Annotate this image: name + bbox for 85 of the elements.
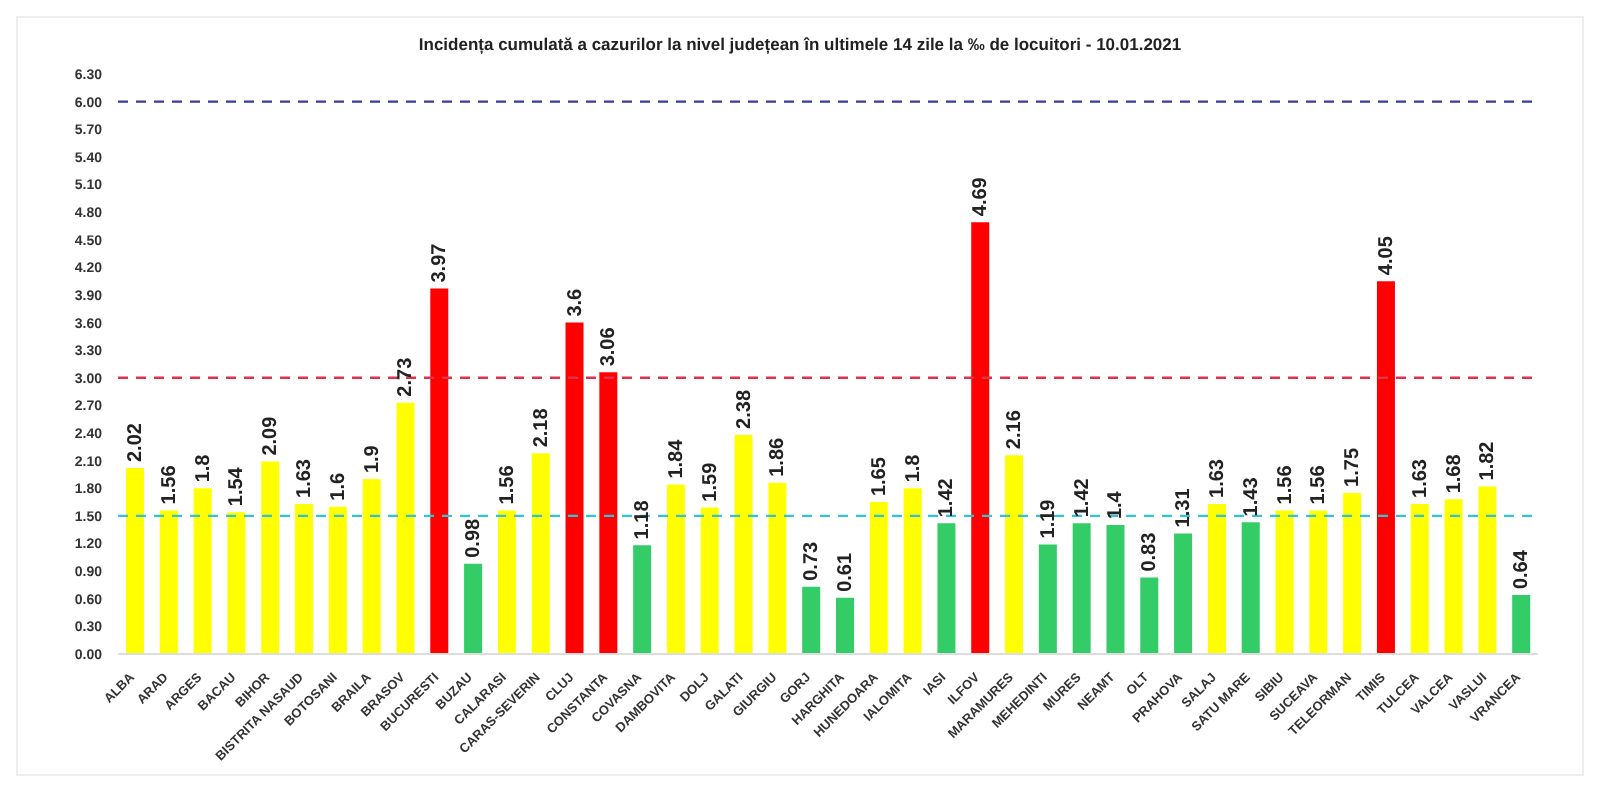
data-label: 0.61 [835, 552, 857, 592]
data-label: 1.65 [868, 456, 891, 497]
bar [1140, 577, 1159, 654]
bar [1410, 503, 1429, 654]
bar [1174, 533, 1193, 654]
data-label: 0.83 [1139, 531, 1162, 572]
bar [1478, 486, 1497, 654]
data-label: 2.38 [733, 389, 756, 429]
bar [565, 322, 584, 654]
data-label: 1.84 [665, 438, 688, 479]
data-label: 1.43 [1240, 476, 1263, 517]
data-label: 4.69 [970, 176, 993, 217]
bar [328, 506, 347, 654]
bar [1207, 503, 1226, 654]
bar [1275, 510, 1294, 654]
data-label: 3.97 [429, 242, 452, 283]
bar [836, 597, 854, 654]
data-label: 1.9 [361, 444, 384, 474]
data-label: 3.06 [598, 326, 621, 367]
data-label: 1.56 [158, 464, 181, 505]
data-label: 1.68 [1443, 453, 1466, 494]
bar [1038, 544, 1057, 654]
bar [633, 545, 652, 654]
bar [971, 222, 990, 654]
data-label: 1.63 [294, 458, 317, 498]
data-label: 4.05 [1375, 235, 1398, 276]
data-label: 1.19 [1037, 498, 1060, 539]
bar [903, 488, 922, 654]
bar [1512, 595, 1531, 654]
data-label: 1.56 [496, 464, 519, 505]
bar [1241, 522, 1260, 654]
data-label: 1.86 [767, 436, 790, 477]
bar [1106, 525, 1125, 654]
bar [1444, 499, 1463, 654]
data-label: 2.18 [530, 407, 553, 448]
data-label: 2.73 [395, 356, 418, 397]
bar [802, 586, 821, 654]
data-label: 0.98 [463, 517, 486, 558]
data-label: 3.6 [564, 287, 587, 317]
data-label: 0.64 [1511, 549, 1534, 590]
bar [700, 507, 719, 654]
bar [261, 461, 280, 654]
data-label: 1.59 [699, 461, 722, 502]
data-label: 2.02 [125, 422, 147, 463]
data-label: 1.8 [902, 453, 925, 483]
data-label: 1.31 [1173, 487, 1196, 528]
bar [666, 484, 685, 654]
bar [497, 510, 516, 654]
bar [768, 482, 787, 654]
data-label: 1.75 [1342, 447, 1365, 487]
bar [1343, 492, 1362, 654]
data-label: 1.63 [1409, 458, 1432, 498]
bar [227, 512, 246, 654]
bar [937, 523, 956, 654]
data-label: 1.42 [1071, 477, 1094, 518]
data-label: 1.82 [1477, 440, 1500, 481]
data-label: 0.73 [801, 540, 824, 581]
bar [159, 510, 178, 654]
data-label: 1.6 [327, 472, 350, 501]
data-label: 2.09 [260, 415, 283, 456]
bar [1376, 281, 1395, 654]
data-label: 2.16 [1004, 409, 1027, 450]
bar [734, 434, 753, 654]
data-label: 1.63 [1206, 458, 1229, 498]
bar [430, 288, 449, 654]
bar [396, 402, 415, 654]
bar [295, 503, 314, 654]
bar [362, 479, 381, 654]
bar [193, 488, 212, 654]
bar [1072, 523, 1091, 654]
bar [464, 563, 483, 654]
bar [1309, 510, 1328, 654]
data-label: 1.56 [1274, 464, 1297, 505]
data-label: 1.56 [1308, 464, 1331, 505]
bar [1005, 455, 1024, 654]
data-label: 1.4 [1105, 490, 1128, 520]
data-label: 1.54 [226, 466, 249, 507]
data-label: 1.42 [936, 477, 959, 518]
data-label: 1.18 [632, 499, 655, 540]
data-label: 1.8 [192, 453, 215, 483]
chart-title: Incidența cumulată a cazurilor la nivel județean în ultimele 14 zile la ‰ de locuitori - 10.01.2021 [416, 32, 1184, 54]
bar [126, 468, 144, 654]
bar [599, 372, 618, 654]
bar [869, 502, 888, 654]
bar [531, 453, 550, 654]
